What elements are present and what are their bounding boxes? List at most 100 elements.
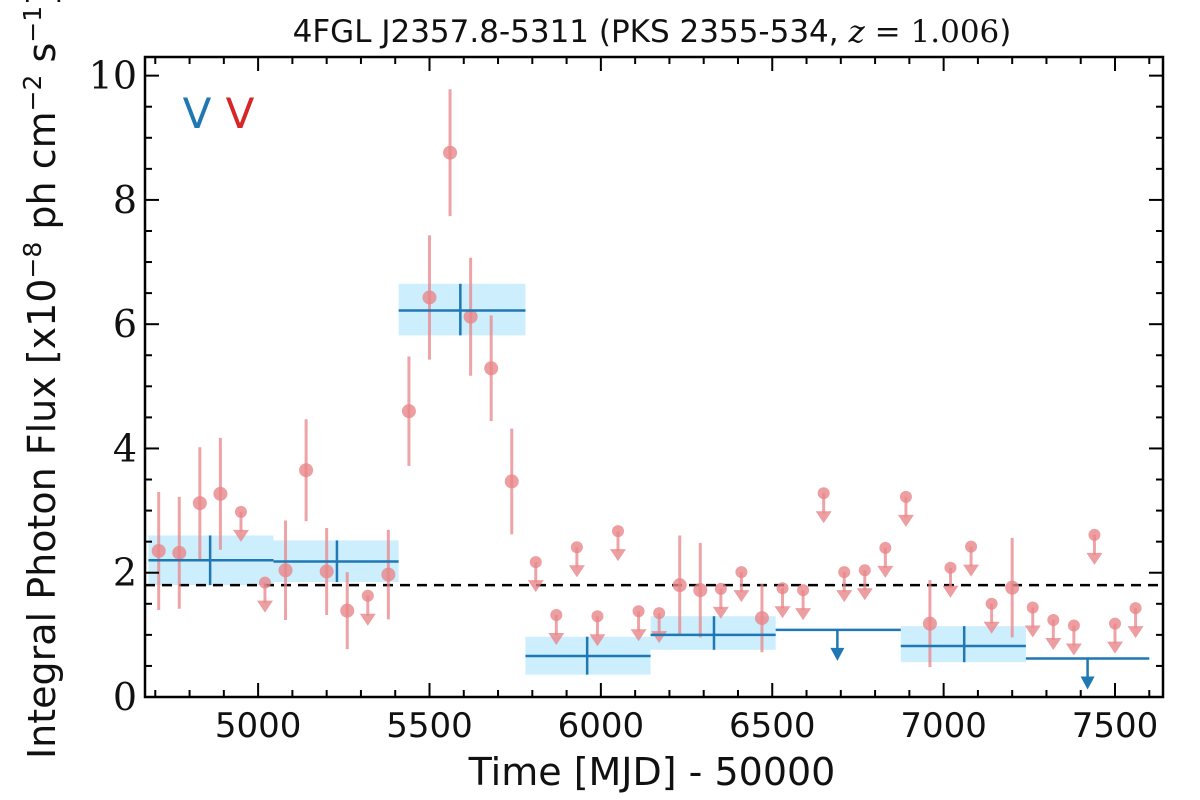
- y-axis-label-mid: ph cm: [20, 111, 64, 241]
- fine-ul-arrow-11: [733, 590, 750, 603]
- fine-point-0: [151, 543, 166, 558]
- chart-title: 4FGL J2357.8-5311 (PKS 2355-534, z = 1.0…: [293, 14, 1012, 50]
- fine-ul-arrow-20: [963, 564, 980, 577]
- x-tick-label-5500: 5500: [386, 706, 473, 746]
- chart-title-z-symbol: z: [847, 14, 865, 50]
- fine-ul-point-5: [570, 541, 583, 554]
- fine-point-14: [504, 474, 519, 489]
- fine-ul-point-27: [1129, 602, 1142, 615]
- fine-point-8: [381, 567, 396, 582]
- fine-ul-arrow-7: [610, 549, 627, 562]
- fine-point-4: [278, 563, 293, 578]
- fine-ul-arrow-22: [1024, 625, 1041, 638]
- fine-ul-point-22: [1026, 601, 1039, 614]
- fine-ul-point-24: [1067, 619, 1080, 632]
- y-axis-label-exp2: −2: [18, 75, 47, 112]
- fine-point-10: [422, 290, 437, 305]
- fine-ul-arrow-13: [795, 608, 812, 621]
- chart-title-suffix: ): [999, 14, 1011, 50]
- fine-ul-arrow-12: [774, 606, 791, 619]
- fine-point-19: [1005, 580, 1020, 595]
- fine-ul-point-18: [899, 490, 912, 503]
- fine-ul-arrow-10: [712, 606, 729, 619]
- fine-point-9: [401, 404, 416, 419]
- fine-ul-arrow-1: [256, 600, 273, 613]
- x-tick-label-7000: 7000: [900, 706, 987, 746]
- fine-point-11: [443, 145, 458, 160]
- fine-point-1: [172, 545, 187, 560]
- fine-ul-point-19: [944, 561, 957, 574]
- x-tick-label-7500: 7500: [1072, 706, 1159, 746]
- fine-ul-point-10: [714, 582, 727, 595]
- y-axis-label-exp3: −1: [18, 6, 47, 43]
- y-tick-label-6: 6: [113, 302, 137, 346]
- fine-ul-arrow-16: [856, 588, 873, 601]
- fine-point-18: [922, 616, 937, 631]
- y-axis-label: Integral Photon Flux [x10−8 ph cm−2 s−1]: [18, 0, 64, 759]
- fine-ul-point-16: [858, 564, 871, 577]
- fine-ul-point-0: [234, 505, 247, 518]
- fine-ul-arrow-5: [568, 565, 585, 578]
- fine-ul-point-6: [591, 610, 604, 623]
- fine-ul-point-8: [632, 605, 645, 618]
- axes-frame: [143, 55, 1165, 699]
- fine-ul-arrow-27: [1127, 626, 1144, 639]
- chart-title-equals: =: [865, 14, 911, 50]
- fine-ul-arrow-23: [1045, 637, 1062, 650]
- legend-entry-0: V: [183, 89, 212, 138]
- fine-ul-arrow-15: [836, 590, 853, 603]
- fine-point-15: [672, 578, 687, 593]
- fine-ul-point-13: [797, 584, 810, 597]
- fine-ul-arrow-6: [589, 634, 606, 647]
- fine-ul-point-15: [838, 566, 851, 579]
- fine-ul-point-17: [879, 541, 892, 554]
- fine-ul-point-26: [1109, 617, 1122, 630]
- x-tick-label-6000: 6000: [558, 706, 645, 746]
- x-axis-label: Time [MJD] - 50000: [468, 750, 836, 794]
- x-tick-label-6500: 6500: [729, 706, 816, 746]
- y-axis-label-exp1: −8: [18, 242, 47, 279]
- fine-point-13: [484, 361, 499, 376]
- fine-ul-point-14: [817, 487, 830, 500]
- fine-ul-point-7: [612, 525, 625, 538]
- fine-ul-point-1: [258, 576, 271, 589]
- chart-title-z-value: 1.006: [911, 14, 1000, 50]
- long-ul-arrow-0: [830, 647, 845, 661]
- y-tick-label-8: 8: [113, 178, 137, 222]
- fine-ul-arrow-4: [548, 632, 565, 645]
- long-ul-arrow-1: [1080, 676, 1095, 690]
- y-tick-label-0: 0: [113, 675, 137, 719]
- fine-point-7: [340, 603, 355, 618]
- y-tick-label-4: 4: [113, 426, 137, 470]
- y-axis-label-main: Integral Photon Flux [x10: [20, 279, 64, 760]
- fine-point-17: [754, 611, 769, 626]
- fine-point-5: [299, 463, 314, 478]
- fine-point-3: [213, 486, 228, 501]
- plot-area: 5000 5500 6000 6500 7000 7500 0 2 4 6 8 10 V V: [89, 54, 1165, 746]
- fine-ul-arrow-3: [527, 580, 544, 593]
- fine-ul-arrow-14: [815, 511, 832, 524]
- fine-ul-point-9: [653, 607, 666, 620]
- fine-ul-point-21: [985, 597, 998, 610]
- y-axis-label-mid2: s: [20, 43, 64, 75]
- fine-point-6: [319, 564, 334, 579]
- fine-ul-arrow-0: [232, 529, 249, 542]
- fine-ul-arrow-26: [1107, 641, 1124, 654]
- legend-entry-1: V: [226, 89, 255, 138]
- fine-ul-point-3: [529, 556, 542, 569]
- fine-point-12: [463, 309, 478, 324]
- fine-ul-point-4: [550, 608, 563, 621]
- fine-ul-arrow-25: [1086, 552, 1103, 565]
- fine-ul-point-20: [965, 540, 978, 553]
- fine-ul-point-25: [1088, 528, 1101, 541]
- fine-ul-arrow-8: [630, 629, 647, 642]
- fine-ul-arrow-2: [359, 613, 376, 626]
- fine-ul-arrow-21: [983, 621, 1000, 634]
- fine-ul-arrow-19: [942, 585, 959, 598]
- fine-ul-point-2: [361, 589, 374, 602]
- fine-ul-arrow-17: [877, 565, 894, 578]
- y-tick-label-2: 2: [113, 551, 137, 595]
- fine-ul-point-11: [735, 566, 748, 579]
- fine-ul-point-23: [1047, 613, 1060, 626]
